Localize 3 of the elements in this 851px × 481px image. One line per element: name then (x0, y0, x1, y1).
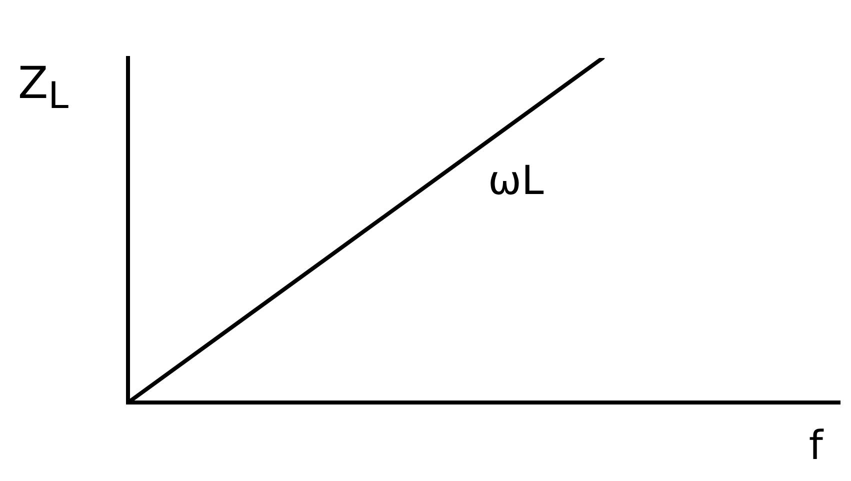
x-axis-title: f (808, 423, 823, 469)
y-axis-title: Z$_{L}$ (18, 58, 69, 117)
annotation: ωL (488, 158, 544, 204)
